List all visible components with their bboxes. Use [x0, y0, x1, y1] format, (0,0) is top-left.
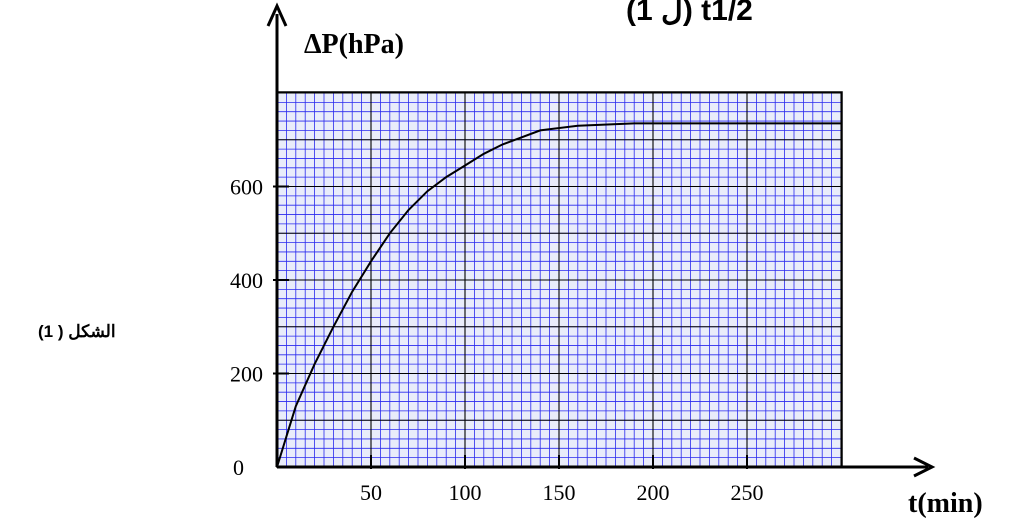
- x-axis-arrow: [913, 456, 936, 478]
- series-curve: [276, 122, 841, 468]
- x-tick-label: 50: [360, 480, 382, 505]
- y-tick-label: 400: [230, 268, 263, 293]
- y-axis-title: ΔP(hPa): [304, 29, 404, 60]
- y-ticks: 0 200 400 600: [230, 175, 289, 480]
- x-tick-label: 200: [637, 480, 670, 505]
- x-ticks: 50 100 150 200 250: [360, 455, 764, 505]
- x-tick-label: 150: [543, 480, 576, 505]
- y-tick-label: 600: [230, 175, 263, 200]
- y-axis-arrow: [266, 2, 288, 27]
- y-tick-label: 200: [230, 362, 263, 387]
- x-tick-label: 100: [449, 480, 482, 505]
- y-tick-label: 0: [233, 455, 244, 480]
- x-tick-label: 250: [731, 480, 764, 505]
- header-fragment: (ل 1) t1/2: [626, 0, 753, 27]
- figure-label: الشكل ( 1): [38, 322, 116, 341]
- grid-major: [277, 92, 842, 467]
- x-axis-title: t(min): [908, 488, 983, 519]
